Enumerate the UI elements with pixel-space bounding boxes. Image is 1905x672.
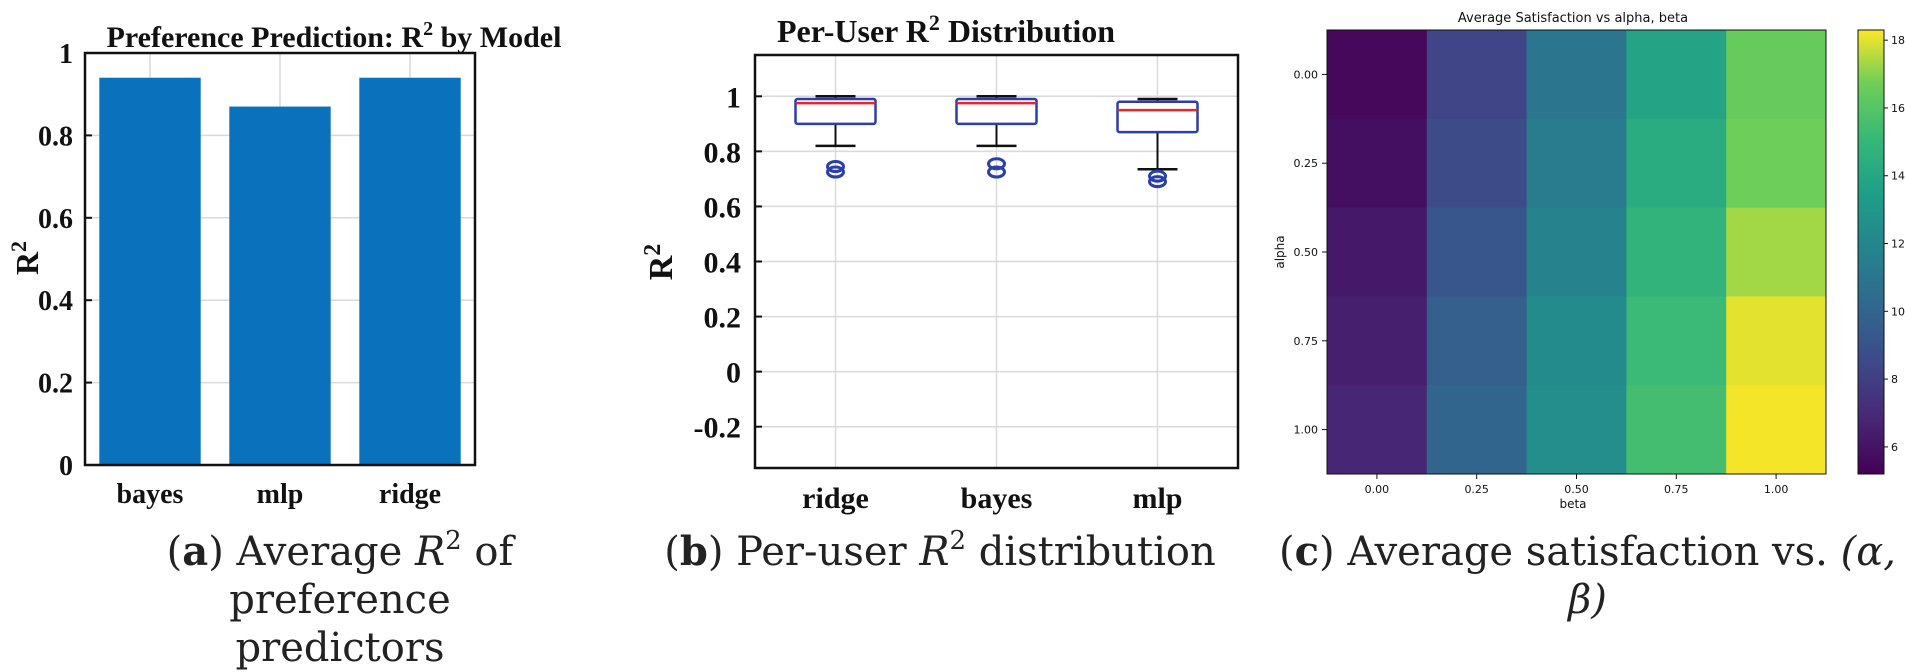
y-axis-label: alpha	[1273, 235, 1287, 268]
heatmap-cell	[1327, 30, 1428, 120]
colorbar-tick-label: 8	[1891, 373, 1898, 386]
x-tick-label: 0.75	[1664, 483, 1689, 496]
x-tick-label: ridge	[379, 479, 441, 510]
y-tick-label: 0.8	[38, 121, 73, 152]
heatmap-cell	[1626, 30, 1727, 120]
heatmap-cell	[1626, 296, 1727, 386]
y-tick-label: 0.4	[704, 247, 742, 280]
heatmap-cell	[1726, 207, 1827, 297]
x-tick-label: bayes	[961, 482, 1033, 515]
outlier-marker	[826, 165, 845, 179]
box	[955, 97, 1038, 126]
x-tick-label: mlp	[257, 479, 304, 510]
colorbar-tick-label: 14	[1891, 170, 1905, 183]
colorbar-tick-label: 6	[1891, 441, 1898, 454]
y-tick-label: 0.75	[1294, 335, 1319, 348]
x-tick-label: ridge	[802, 482, 869, 515]
heatmap-cell	[1626, 385, 1727, 475]
outlier-marker	[826, 160, 845, 174]
heatmap-cell	[1426, 207, 1528, 297]
y-tick-label: 0.2	[704, 302, 742, 335]
caption-a: (a) Average R2 of preference predictors	[166, 526, 514, 671]
y-tick-label: 0.25	[1294, 157, 1319, 170]
x-axis-label: beta	[1559, 497, 1586, 511]
x-tick-label: mlp	[1132, 482, 1182, 515]
heatmap-cell	[1526, 207, 1627, 297]
axes-frame	[83, 51, 477, 467]
bar-chart: Preference Prediction: R2 by Model R2 ba…	[6, 18, 562, 510]
colorbar-tick-label: 10	[1891, 305, 1905, 318]
y-tick-label: -0.2	[694, 412, 742, 445]
outlier-marker	[987, 165, 1006, 179]
heatmap-cell	[1726, 296, 1827, 386]
heatmap-cell	[1526, 118, 1627, 209]
heatmap-cell	[1526, 30, 1627, 120]
y-tick-label: 0.00	[1294, 68, 1319, 81]
x-tick-label: 0.50	[1564, 483, 1589, 496]
y-axis-label: R2	[640, 244, 680, 281]
chart-title: Per-User R2 Distribution	[777, 10, 1115, 49]
heatmap-cell	[1526, 296, 1627, 386]
x-tick-label: 0.25	[1464, 483, 1489, 496]
y-axis-label: R2	[6, 241, 45, 275]
heatmap-chart: Average Satisfaction vs alpha, beta beta…	[1273, 11, 1905, 511]
heatmap-cell	[1327, 385, 1428, 475]
caption-b: (b) Per-user R2 distribution	[664, 526, 1216, 575]
panel-a: Preference Prediction: R2 by Model R2 ba…	[0, 0, 600, 671]
y-tick-label: 0.50	[1294, 246, 1319, 259]
x-tick-label: 0.00	[1365, 483, 1390, 496]
heatmap-cell	[1426, 385, 1528, 475]
y-tick-label: 0.8	[704, 136, 742, 169]
y-tick-label: 1.00	[1294, 424, 1319, 437]
box-chart: Per-User R2 Distribution R2 ridge bayes ml…	[640, 10, 1240, 515]
bar	[99, 77, 201, 465]
bar	[229, 106, 331, 465]
y-tick-label: 1	[59, 39, 73, 70]
x-tick-label: bayes	[117, 479, 184, 510]
heatmap-cell	[1426, 30, 1528, 120]
heatmap-cell	[1426, 118, 1528, 209]
bar	[359, 77, 461, 465]
box	[794, 97, 877, 126]
heatmap-cell	[1426, 296, 1528, 386]
heatmap-cell	[1526, 385, 1627, 475]
y-tick-label: 0.4	[38, 286, 73, 317]
y-tick-label: 0.6	[704, 191, 742, 224]
y-tick-label: 0	[726, 357, 741, 390]
y-tick-label: 0.6	[38, 204, 73, 235]
chart-title: Average Satisfaction vs alpha, beta	[1458, 11, 1688, 26]
heatmap-cell	[1726, 30, 1827, 120]
y-tick-label: 0	[59, 451, 73, 482]
chart-title: Preference Prediction: R2 by Model	[107, 18, 562, 54]
heatmap-cell	[1726, 385, 1827, 475]
heatmap-cell	[1726, 118, 1827, 209]
colorbar-tick-label: 12	[1891, 238, 1905, 251]
heatmap-cell	[1327, 296, 1428, 386]
box	[1116, 100, 1199, 134]
colorbar-tick-label: 18	[1891, 34, 1905, 47]
outlier-marker	[1148, 175, 1167, 189]
panel-b: Per-User R2 Distribution R2 ridge bayes ml…	[620, 0, 1260, 626]
heatmap-cell	[1626, 118, 1727, 209]
outlier-marker	[1148, 169, 1167, 183]
heatmap-cell	[1327, 207, 1428, 297]
colorbar-tick-label: 16	[1891, 102, 1905, 115]
panel-c: Average Satisfaction vs alpha, beta beta…	[1270, 0, 1905, 626]
outlier-marker	[987, 157, 1006, 171]
x-tick-label: 1.00	[1764, 483, 1789, 496]
caption-c: (c) Average satisfaction vs. (α, β)	[1279, 528, 1896, 623]
heatmap-cell	[1327, 118, 1428, 209]
y-tick-label: 1	[726, 81, 741, 114]
heatmap-cell	[1626, 207, 1727, 297]
y-tick-label: 0.2	[38, 369, 73, 400]
colorbar	[1857, 29, 1885, 475]
